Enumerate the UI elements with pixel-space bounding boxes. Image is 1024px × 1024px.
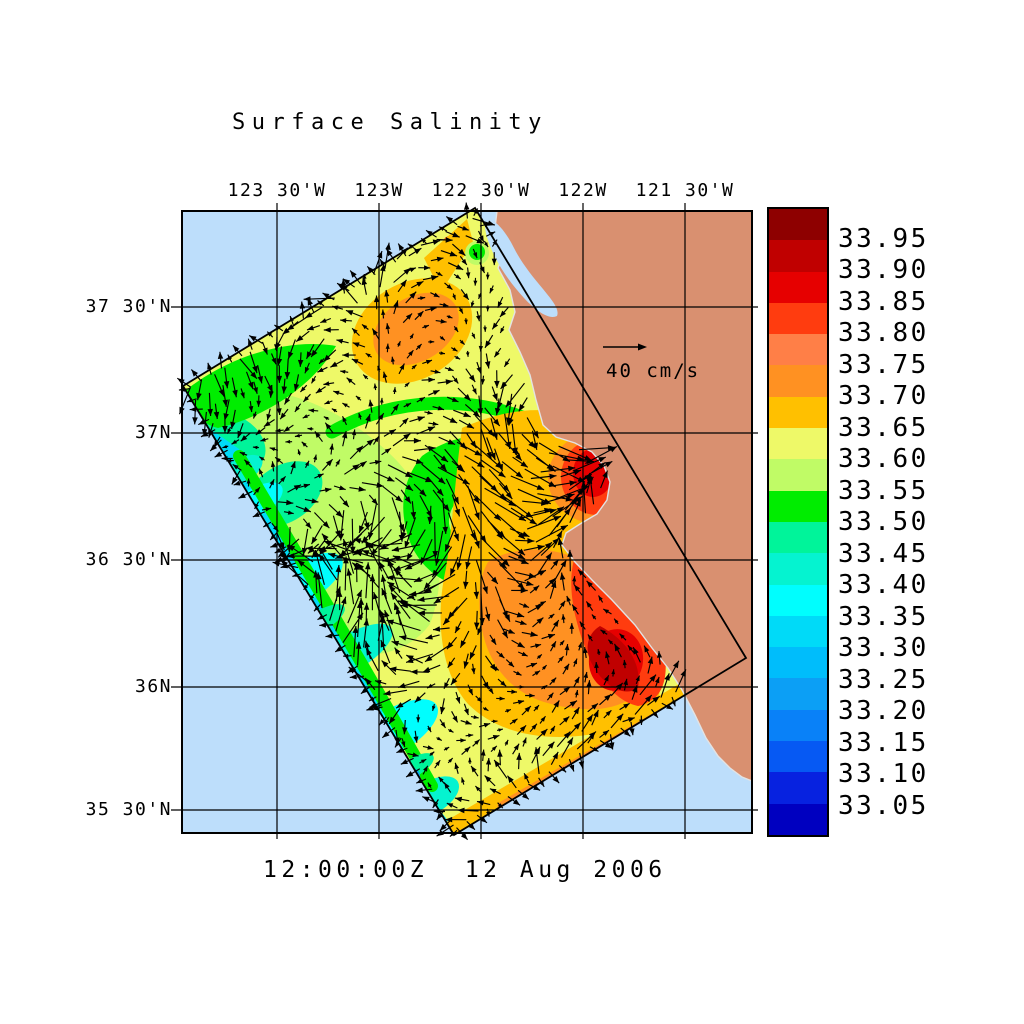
colorbar-tick-label: 33.75 [838,349,929,380]
land-mass [485,211,752,782]
colorbar-tick-label: 33.05 [838,790,929,821]
left-axis-label: 36 30'N [85,549,172,570]
top-axis-label: 123W [354,180,404,201]
colorbar-tick-label: 33.15 [838,727,929,758]
colorbar-segment [769,240,827,272]
colorbar-segment [769,584,827,616]
colorbar-segment [769,428,827,460]
colorbar-segment [769,803,827,835]
colorbar-tick-label: 33.35 [838,601,929,632]
colorbar-segment [769,709,827,742]
colorbar-tick-label: 33.70 [838,381,929,411]
colorbar-tick-label: 33.10 [838,759,929,789]
colorbar-segment [769,553,827,585]
island-speck [577,224,583,230]
reference-vector-arrow [603,343,647,351]
top-axis-label: 123 30'W [227,180,327,201]
colorbar-segment [769,678,827,710]
top-axis-label: 122W [558,180,608,201]
colorbar-segment [769,396,827,429]
colorbar-segment [769,741,827,773]
colorbar-tick-label: 33.25 [838,664,929,695]
plot-frame [181,210,753,834]
reference-vector-label: 40 cm/s [606,360,701,382]
colorbar-tick-label: 33.85 [838,286,929,317]
left-axis-label: 36N [134,676,172,697]
colorbar-segment [769,490,827,522]
lat-lon-gridlines [171,203,758,839]
colorbar-tick-label: 33.80 [838,318,929,348]
colorbar-tick-label: 33.55 [838,475,929,506]
colorbar-segment [769,459,827,491]
colorbar-tick-label: 33.45 [838,538,929,569]
colorbar-tick-label: 33.65 [838,412,929,443]
current-vectors [176,202,687,841]
colorbar [767,207,829,837]
colorbar-segment [769,647,827,679]
timestamp-label: 12:00:00Z 12 Aug 2006 [263,857,667,883]
colorbar-tick-label: 33.50 [838,507,929,537]
colorbar-segment [769,334,827,366]
colorbar-segment [769,365,827,397]
colorbar-segment [769,615,827,648]
colorbar-tick-label: 33.95 [838,223,929,254]
colorbar-segment [769,271,827,303]
left-axis-label: 37 30'N [85,296,172,317]
colorbar-segment [769,772,827,804]
left-axis-label: 35 30'N [85,799,172,820]
left-axis-label: 37N [134,422,172,443]
colorbar-segment [769,521,827,554]
top-axis-label: 122 30'W [431,180,531,201]
colorbar-segment [769,209,827,241]
san-francisco-bay [485,219,558,317]
top-axis-label: 121 30'W [635,180,735,201]
plot-title: Surface Salinity [232,110,548,135]
colorbar-tick-label: 33.90 [838,255,929,285]
colorbar-segment [769,302,827,335]
colorbar-tick-label: 33.40 [838,570,929,600]
colorbar-tick-label: 33.60 [838,444,929,474]
island-speck [589,229,595,235]
colorbar-tick-label: 33.20 [838,696,929,726]
colorbar-tick-label: 33.30 [838,633,929,663]
